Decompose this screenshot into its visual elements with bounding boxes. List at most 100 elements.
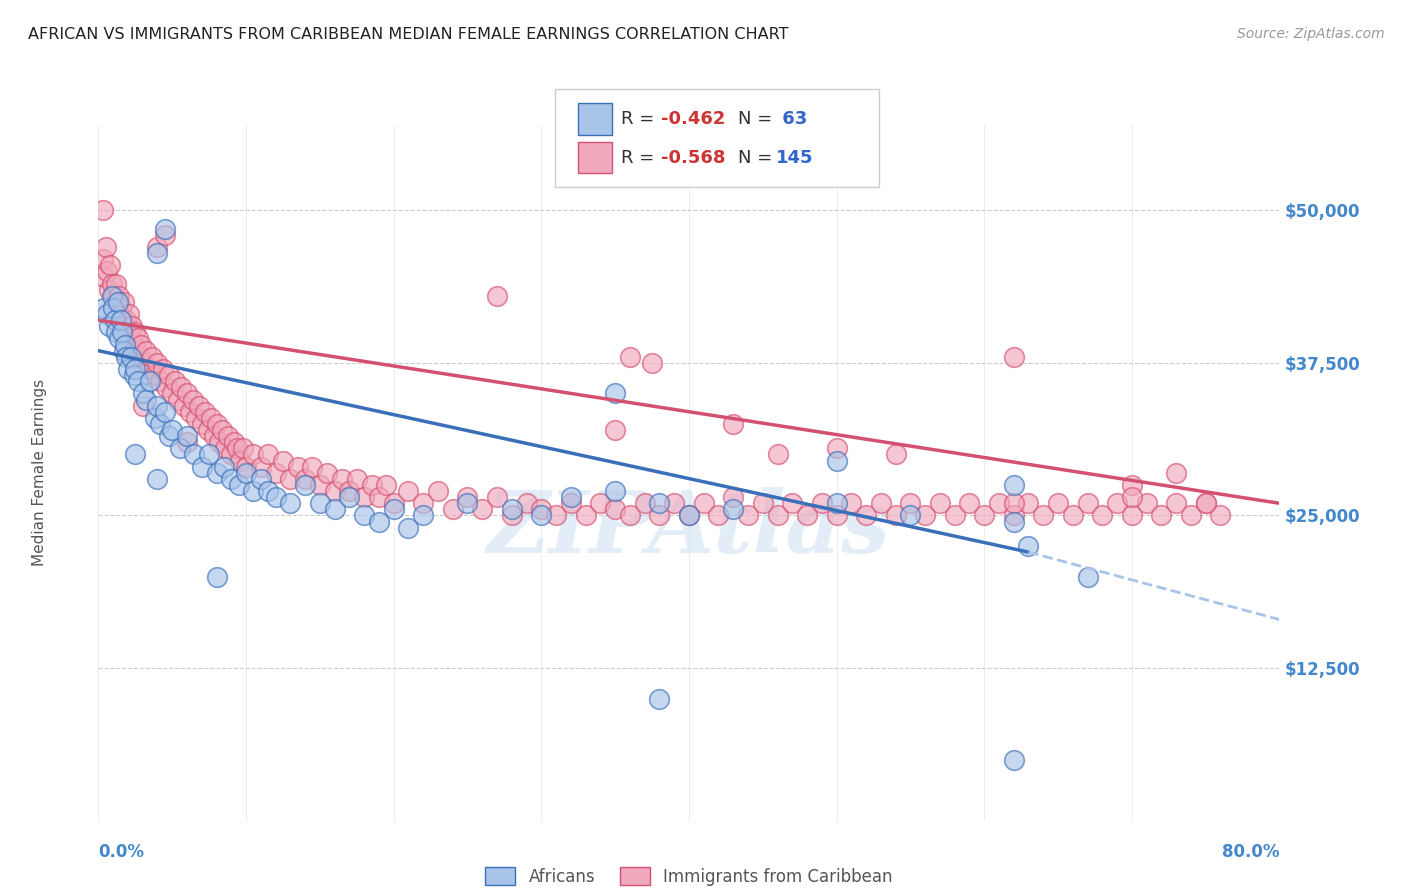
- Point: [132, 386, 155, 401]
- Point: [1195, 496, 1218, 510]
- Point: [900, 496, 922, 510]
- Text: R =: R =: [621, 149, 661, 167]
- Point: [132, 356, 155, 370]
- Point: [127, 374, 149, 388]
- Point: [456, 490, 478, 504]
- Point: [122, 368, 145, 383]
- Point: [396, 484, 419, 499]
- Point: [360, 478, 382, 492]
- Point: [1002, 350, 1025, 364]
- Point: [235, 459, 257, 474]
- Point: [138, 362, 160, 376]
- Point: [501, 502, 523, 516]
- Point: [486, 490, 509, 504]
- Point: [176, 386, 198, 401]
- Point: [751, 496, 773, 510]
- Point: [187, 399, 209, 413]
- Point: [294, 472, 316, 486]
- Point: [574, 508, 596, 523]
- Point: [337, 484, 360, 499]
- Text: ZIPAtlas: ZIPAtlas: [486, 487, 891, 570]
- Point: [91, 203, 114, 218]
- Point: [153, 221, 176, 235]
- Point: [228, 478, 250, 492]
- Point: [125, 343, 148, 358]
- Point: [839, 496, 862, 510]
- Point: [146, 240, 169, 254]
- Point: [121, 319, 143, 334]
- Point: [242, 447, 264, 461]
- Point: [330, 472, 353, 486]
- Point: [412, 508, 434, 523]
- Point: [1002, 508, 1025, 523]
- Point: [648, 691, 671, 706]
- Text: AFRICAN VS IMMIGRANTS FROM CARIBBEAN MEDIAN FEMALE EARNINGS CORRELATION CHART: AFRICAN VS IMMIGRANTS FROM CARIBBEAN MED…: [28, 27, 789, 42]
- Point: [766, 447, 789, 461]
- Point: [1062, 508, 1084, 523]
- Point: [309, 478, 332, 492]
- Point: [128, 350, 150, 364]
- Point: [382, 502, 405, 516]
- Point: [176, 435, 198, 450]
- Point: [1017, 496, 1039, 510]
- Point: [165, 374, 187, 388]
- Point: [112, 294, 135, 309]
- Point: [1017, 539, 1039, 553]
- Point: [120, 350, 142, 364]
- Point: [114, 337, 136, 351]
- Point: [346, 472, 368, 486]
- Point: [678, 508, 700, 523]
- Point: [169, 442, 191, 456]
- Text: -0.568: -0.568: [661, 149, 725, 167]
- Point: [766, 508, 789, 523]
- Point: [1164, 466, 1187, 480]
- Point: [96, 264, 118, 278]
- Point: [110, 301, 132, 315]
- Point: [1180, 508, 1202, 523]
- Point: [214, 442, 236, 456]
- Point: [1105, 496, 1128, 510]
- Point: [353, 490, 375, 504]
- Point: [323, 484, 346, 499]
- Point: [294, 478, 316, 492]
- Point: [146, 399, 169, 413]
- Point: [605, 423, 627, 437]
- Point: [232, 442, 254, 456]
- Point: [105, 277, 128, 291]
- Point: [250, 472, 273, 486]
- Point: [96, 307, 118, 321]
- Point: [1209, 508, 1232, 523]
- Point: [353, 508, 375, 523]
- Point: [115, 313, 138, 327]
- Point: [219, 472, 242, 486]
- Point: [560, 490, 582, 504]
- Point: [135, 392, 157, 407]
- Point: [264, 466, 287, 480]
- Point: [183, 447, 205, 461]
- Text: N =: N =: [738, 110, 778, 128]
- Point: [167, 392, 190, 407]
- Point: [619, 508, 641, 523]
- Point: [153, 227, 176, 242]
- Point: [149, 374, 172, 388]
- Point: [181, 392, 204, 407]
- Point: [173, 399, 195, 413]
- Point: [98, 258, 121, 272]
- Point: [1150, 508, 1173, 523]
- Point: [810, 496, 832, 510]
- Point: [205, 466, 228, 480]
- Point: [155, 380, 177, 394]
- Point: [1077, 496, 1099, 510]
- Point: [530, 502, 553, 516]
- Point: [212, 459, 235, 474]
- Point: [301, 459, 323, 474]
- Point: [278, 472, 302, 486]
- Point: [97, 283, 120, 297]
- Point: [648, 496, 671, 510]
- Point: [1121, 508, 1143, 523]
- Point: [94, 240, 117, 254]
- Point: [117, 326, 139, 340]
- Point: [115, 350, 138, 364]
- Point: [93, 270, 115, 285]
- Point: [211, 423, 233, 437]
